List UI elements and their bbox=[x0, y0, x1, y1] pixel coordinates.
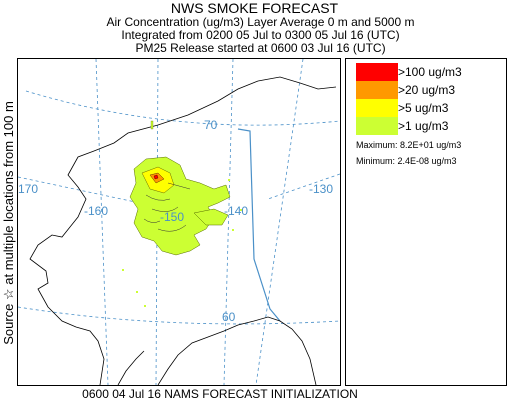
coastline bbox=[29, 76, 337, 386]
lon-label-160: -160 bbox=[84, 204, 108, 218]
source-label: Source ☆ at multiple locations from 100 … bbox=[1, 101, 16, 345]
lat-line-60 bbox=[17, 306, 341, 325]
lon-label-140: -140 bbox=[224, 204, 248, 218]
legend-minimum: Minimum: 2.4E-08 ug/m3 bbox=[356, 156, 457, 166]
lon-line-extra bbox=[255, 58, 304, 386]
smoke-plume bbox=[122, 120, 242, 307]
source-label-container: Source ☆ at multiple locations from 100 … bbox=[1, 58, 17, 388]
legend-swatch-gt5 bbox=[356, 99, 398, 117]
legend-maximum: Maximum: 8.2E+01 ug/m3 bbox=[356, 140, 462, 150]
plume-contours bbox=[143, 182, 191, 232]
legend-label-gt100: >100 ug/m3 bbox=[398, 65, 462, 79]
integration-line: Integrated from 0200 05 Jul to 0300 05 J… bbox=[121, 28, 400, 42]
forecast-title: NWS SMOKE FORECAST bbox=[170, 0, 339, 16]
legend-swatch-gt1 bbox=[356, 117, 398, 135]
legend-swatch-gt20 bbox=[356, 81, 398, 99]
lon-line-160 bbox=[95, 58, 109, 386]
plume-gt100 bbox=[153, 174, 159, 180]
lon-line-130 bbox=[267, 173, 341, 200]
plume-gt1-lobe bbox=[193, 208, 229, 226]
initialization-footer: 0600 04 Jul 16 NAMS FORECAST INITIALIZAT… bbox=[82, 387, 358, 401]
border-line bbox=[237, 128, 281, 322]
lon-label-150: -150 bbox=[160, 210, 184, 224]
lon-label-170: -170 bbox=[18, 182, 38, 196]
lon-line-140 bbox=[223, 58, 234, 386]
legend-label-gt20: >20 ug/m3 bbox=[398, 83, 456, 97]
lat-label-60: 60 bbox=[222, 310, 236, 324]
legend-label-gt5: >5 ug/m3 bbox=[398, 101, 449, 115]
map-canvas: 70 60 -170 -160 -150 -140 -130 bbox=[14, 58, 341, 386]
lat-label-70: 70 bbox=[204, 118, 218, 132]
concentration-legend: >100 ug/m3 >20 ug/m3 >5 ug/m3 >1 ug/m3 M… bbox=[345, 58, 507, 386]
lon-label-130: -130 bbox=[309, 182, 333, 196]
release-line: PM25 Release started at 0600 03 Jul 16 (… bbox=[135, 41, 386, 55]
legend-label-gt1: >1 ug/m3 bbox=[398, 119, 449, 133]
concentration-line: Air Concentration (ug/m3) Layer Average … bbox=[106, 15, 415, 29]
peninsula bbox=[117, 350, 145, 386]
legend-swatch-gt100 bbox=[356, 63, 398, 81]
coastline-south bbox=[157, 316, 317, 386]
lat-line-70 bbox=[25, 90, 341, 126]
smoke-map: 70 60 -170 -160 -150 -140 -130 bbox=[14, 58, 341, 386]
